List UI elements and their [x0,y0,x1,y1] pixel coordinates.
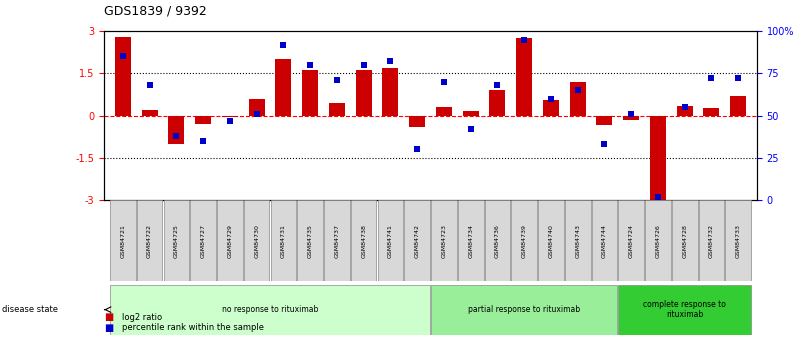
Bar [672,200,698,281]
Bar [618,200,644,281]
Text: GSM84736: GSM84736 [495,224,500,258]
Bar [650,116,666,200]
Text: GSM84721: GSM84721 [120,224,126,258]
Bar [222,116,238,117]
Bar [302,70,318,116]
Text: GSM84723: GSM84723 [441,224,446,258]
Bar [217,200,243,281]
Bar [110,200,135,281]
Bar [565,200,590,281]
Text: ■: ■ [104,313,114,322]
Text: GSM84729: GSM84729 [227,224,232,258]
Text: GSM84739: GSM84739 [521,224,527,258]
Text: complete response to
rituximab: complete response to rituximab [643,300,727,319]
Bar [137,200,163,281]
Text: GDS1839 / 9392: GDS1839 / 9392 [104,4,207,17]
Bar [436,107,452,116]
Bar [458,200,484,281]
Bar [431,200,457,281]
Bar [382,68,398,116]
Text: partial response to rituximab: partial response to rituximab [468,305,580,314]
Text: GSM84725: GSM84725 [174,224,179,258]
Bar [431,285,618,335]
Text: GSM84728: GSM84728 [682,224,687,258]
Text: GSM84724: GSM84724 [629,224,634,258]
Text: GSM84740: GSM84740 [549,224,553,258]
Bar [703,108,719,116]
Text: GSM84737: GSM84737 [334,224,340,258]
Text: GSM84741: GSM84741 [388,224,393,258]
Bar [405,200,430,281]
Bar [276,59,292,116]
Bar [463,111,479,116]
Bar [351,200,376,281]
Bar [324,200,350,281]
Text: GSM84726: GSM84726 [655,224,661,258]
Text: GSM84733: GSM84733 [735,224,741,258]
Bar [329,103,345,116]
Bar [597,116,613,126]
Bar [731,96,747,116]
Text: GSM84738: GSM84738 [361,224,366,258]
Text: percentile rank within the sample: percentile rank within the sample [122,323,264,332]
Bar [244,200,269,281]
Bar [271,200,296,281]
Bar [538,200,564,281]
Bar [142,110,158,116]
Text: GSM84730: GSM84730 [254,224,260,258]
Bar [618,285,751,335]
Bar [698,200,724,281]
Bar [115,37,131,116]
Text: no response to rituximab: no response to rituximab [222,305,318,314]
Bar [623,116,639,120]
Bar [511,200,537,281]
Text: GSM84722: GSM84722 [147,224,152,258]
Bar [485,200,510,281]
Bar [248,99,264,116]
Bar [297,200,323,281]
Bar [543,100,559,116]
Bar [592,200,618,281]
Bar [489,90,505,116]
Text: GSM84742: GSM84742 [415,224,420,258]
Bar [377,200,403,281]
Bar [110,285,430,335]
Bar [677,106,693,116]
Text: GSM84735: GSM84735 [308,224,312,258]
Bar [168,116,184,144]
Bar [645,200,670,281]
Text: GSM84734: GSM84734 [468,224,473,258]
Bar [191,200,216,281]
Text: GSM84731: GSM84731 [281,224,286,258]
Bar [356,70,372,116]
Bar [516,38,532,116]
Bar [195,116,211,124]
Text: disease state: disease state [2,305,58,314]
Text: ■: ■ [104,323,114,333]
Text: log2 ratio: log2 ratio [122,313,162,322]
Bar [163,200,189,281]
Text: GSM84743: GSM84743 [575,224,580,258]
Text: GSM84732: GSM84732 [709,224,714,258]
Text: GSM84727: GSM84727 [200,224,206,258]
Bar [726,200,751,281]
Text: GSM84744: GSM84744 [602,224,607,258]
Bar [570,82,586,116]
Bar [409,116,425,127]
